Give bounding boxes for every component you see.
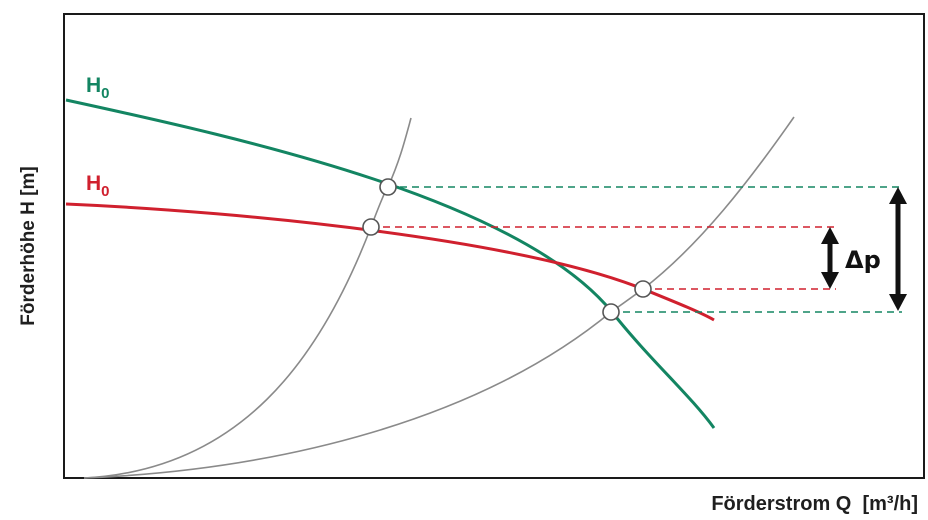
series-label-red-main: H	[86, 172, 101, 195]
pump-curve-h0-red	[65, 202, 715, 322]
operating-point-green-lower	[602, 303, 620, 321]
double-arrow-large	[889, 187, 907, 311]
operating-point-red-upper	[362, 218, 380, 236]
series-label-green-sub: 0	[101, 85, 109, 102]
pump-curve-h0-green	[65, 98, 716, 429]
operating-point-green-upper	[379, 178, 397, 196]
double-arrow-delta-p	[821, 227, 839, 289]
delta-p-label: Δp	[845, 246, 881, 274]
plot-frame	[63, 13, 925, 479]
series-label-red: H0	[86, 172, 110, 200]
series-label-green-main: H	[86, 74, 101, 97]
y-axis-title: Förderhöhe H [m]	[18, 166, 39, 325]
operating-point-red-lower	[634, 280, 652, 298]
series-label-red-sub: 0	[101, 183, 109, 200]
series-label-green: H0	[86, 74, 110, 102]
x-axis-title: Förderstrom Q [m³/h]	[711, 493, 918, 515]
